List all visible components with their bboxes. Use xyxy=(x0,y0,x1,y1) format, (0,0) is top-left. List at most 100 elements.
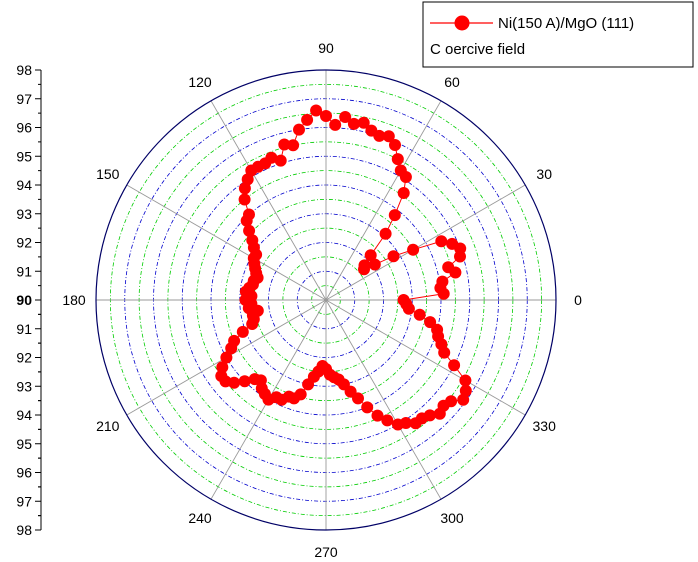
data-series xyxy=(215,104,472,431)
data-point xyxy=(220,351,233,364)
data-point xyxy=(347,117,360,130)
radial-tick-label: 97 xyxy=(16,91,32,107)
radial-tick-label: 93 xyxy=(16,206,32,222)
radial-tick-label: 96 xyxy=(16,465,32,481)
legend-marker-symbol xyxy=(454,15,470,31)
data-point xyxy=(368,258,381,271)
radial-tick-label: 98 xyxy=(16,62,32,78)
legend-entry-caption: C oercive field xyxy=(430,41,525,58)
data-point xyxy=(320,110,332,122)
data-point xyxy=(391,153,404,166)
data-point xyxy=(431,323,444,336)
radial-tick-label: 98 xyxy=(16,522,32,538)
radial-axis: 98 97 96 95 94 93 92 91 90 91 92 93 94 95 96 97 98 xyxy=(16,62,42,538)
radial-tick-label: 94 xyxy=(16,177,32,193)
radial-tick-label: 93 xyxy=(16,378,32,394)
data-point xyxy=(225,342,238,355)
angular-gridline xyxy=(325,184,526,301)
data-point xyxy=(371,409,384,422)
data-point xyxy=(240,214,253,227)
radial-tick-label: 92 xyxy=(16,235,32,251)
angle-tick-label: 60 xyxy=(444,74,460,90)
data-point xyxy=(310,104,323,117)
data-point xyxy=(388,209,401,222)
data-point xyxy=(238,182,251,195)
data-point xyxy=(274,154,287,167)
data-point xyxy=(357,116,370,129)
angle-tick-label: 240 xyxy=(188,510,212,526)
radial-tick-label: 90 xyxy=(16,292,32,308)
data-point xyxy=(238,193,251,206)
radial-tick-label: 91 xyxy=(16,321,32,337)
data-point xyxy=(397,187,410,199)
data-point xyxy=(329,118,342,131)
data-point xyxy=(361,401,374,414)
radial-tick-label: 92 xyxy=(16,350,32,366)
angle-tick-label: 0 xyxy=(574,292,582,308)
legend-entry-series: Ni(150 A)/MgO (111) xyxy=(498,15,634,32)
data-point xyxy=(301,113,314,126)
radial-tick-label: 95 xyxy=(16,436,32,452)
data-point xyxy=(442,261,455,274)
data-point xyxy=(424,316,437,329)
data-point xyxy=(459,374,472,387)
data-point xyxy=(459,384,472,397)
data-point xyxy=(435,235,448,248)
data-point xyxy=(387,250,400,263)
angle-tick-labels: 0 30 60 90 120 150 180 210 240 270 300 330 xyxy=(62,40,582,560)
radial-tick-label: 97 xyxy=(16,493,32,509)
data-point xyxy=(423,409,436,422)
data-point xyxy=(243,224,256,237)
angle-tick-label: 300 xyxy=(440,510,464,526)
data-point xyxy=(293,123,305,136)
angle-tick-label: 330 xyxy=(533,418,557,434)
angular-gridline xyxy=(126,184,327,301)
legend-box xyxy=(422,1,694,68)
angle-tick-label: 150 xyxy=(96,166,120,182)
data-point xyxy=(448,359,461,372)
angle-tick-label: 180 xyxy=(62,292,86,308)
radial-tick-label: 91 xyxy=(16,263,32,279)
radial-tick-label: 95 xyxy=(16,148,32,164)
legend: Ni(150 A)/MgO (111) C oercive field xyxy=(422,1,694,68)
data-point xyxy=(436,275,449,288)
data-point xyxy=(389,139,401,151)
data-point xyxy=(294,388,307,401)
data-point xyxy=(382,130,395,143)
angular-gridline xyxy=(210,100,327,301)
data-point xyxy=(381,414,394,427)
data-point xyxy=(379,227,392,240)
angle-tick-label: 270 xyxy=(314,544,338,560)
data-point xyxy=(358,259,371,272)
data-point xyxy=(407,243,420,256)
data-point xyxy=(352,392,364,405)
angle-tick-label: 120 xyxy=(188,74,212,90)
angle-tick-label: 90 xyxy=(318,40,334,56)
data-point xyxy=(238,375,251,388)
data-point xyxy=(241,173,254,186)
data-point xyxy=(228,376,241,389)
data-point xyxy=(399,417,412,429)
data-point xyxy=(216,361,229,374)
angular-gridlines xyxy=(96,70,556,530)
data-point xyxy=(339,111,352,123)
angle-tick-label: 30 xyxy=(536,166,552,182)
data-point xyxy=(446,237,459,250)
data-point xyxy=(236,325,249,338)
angle-tick-label: 210 xyxy=(96,418,120,434)
data-point xyxy=(365,124,378,137)
radial-tick-label: 96 xyxy=(16,120,32,136)
data-point xyxy=(400,298,413,311)
data-point xyxy=(445,395,458,408)
data-point xyxy=(287,139,300,152)
angular-gridline xyxy=(325,100,442,301)
angular-gridline xyxy=(325,299,526,416)
polar-outer-ring xyxy=(95,69,557,531)
data-point xyxy=(278,138,291,151)
angular-gridline xyxy=(325,299,442,500)
data-point xyxy=(394,164,407,177)
data-point xyxy=(246,318,259,330)
data-point xyxy=(364,249,377,262)
radial-tick-label: 94 xyxy=(16,407,32,423)
